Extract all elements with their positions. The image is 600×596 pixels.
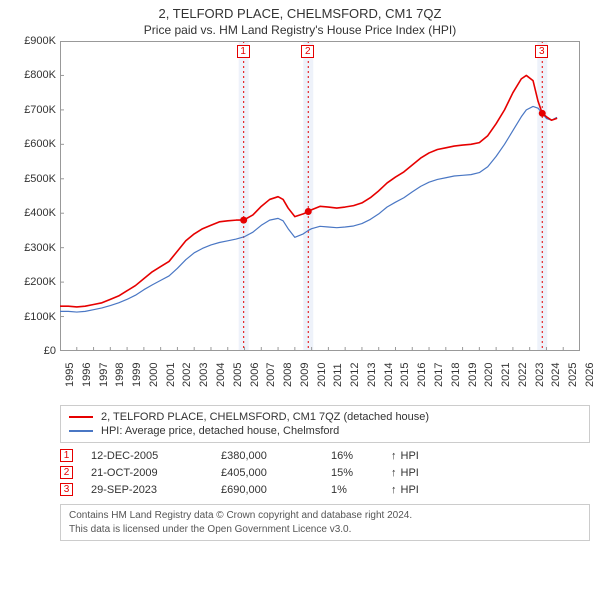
- y-tick-label: £700K: [24, 104, 56, 116]
- y-tick-label: £500K: [24, 173, 56, 185]
- copyright-box: Contains HM Land Registry data © Crown c…: [60, 504, 590, 541]
- x-tick-label: 2023: [534, 363, 546, 387]
- legend-label: 2, TELFORD PLACE, CHELMSFORD, CM1 7QZ (d…: [101, 411, 429, 423]
- legend-item: HPI: Average price, detached house, Chel…: [69, 424, 581, 438]
- x-tick-label: 1997: [98, 363, 110, 387]
- y-tick-label: £200K: [24, 276, 56, 288]
- chart-area: £0 £100K £200K £300K £400K £500K £600K £700K £80…: [10, 41, 590, 401]
- plot-region: 1 2 3: [60, 41, 580, 351]
- y-axis-labels: £0£100K£200K£300K£400K£500K£600K£700K£80…: [10, 41, 60, 351]
- legend-swatch: [69, 416, 93, 418]
- x-tick-label: 2004: [215, 363, 227, 387]
- x-tick-label: 2015: [399, 363, 411, 387]
- plot-svg: [60, 41, 580, 351]
- events-table: 112-DEC-2005£380,00016%↑HPI221-OCT-2009£…: [60, 447, 590, 498]
- x-tick-label: 2016: [416, 363, 428, 387]
- event-row: 2 21-OCT-2009£405,00015%↑ HPI: [60, 464, 590, 481]
- y-tick-label: £0: [44, 345, 56, 357]
- event-price: £380,000: [221, 450, 331, 462]
- copyright-line-1: Contains HM Land Registry data © Crown c…: [69, 509, 581, 523]
- event-marker: 3: [60, 483, 73, 496]
- event-price: £690,000: [221, 484, 331, 496]
- x-tick-label: 2019: [467, 363, 479, 387]
- x-tick-label: 2011: [332, 363, 344, 387]
- x-tick-label: 2021: [500, 363, 512, 387]
- x-axis-labels: 1995 1996 1997 1998 1999 2000 2001 2002 2003 2004…: [60, 353, 580, 401]
- legend-label: HPI: Average price, detached house, Chel…: [101, 425, 339, 437]
- x-tick-label: 2008: [282, 363, 294, 387]
- event-suffix: HPI: [401, 484, 419, 496]
- x-tick-label: 2013: [366, 363, 378, 387]
- event-date: 12-DEC-2005: [91, 450, 221, 462]
- up-arrow-icon: ↑: [391, 484, 397, 496]
- x-tick-label: 1995: [64, 363, 76, 387]
- event-marker: 1: [60, 449, 73, 462]
- x-tick-label: 1996: [81, 363, 93, 387]
- event-suffix: HPI: [401, 467, 419, 479]
- up-arrow-icon: ↑: [391, 450, 397, 462]
- y-tick-label: £400K: [24, 207, 56, 219]
- x-tick-label: 2017: [433, 363, 445, 387]
- x-tick-label: 2001: [165, 363, 177, 387]
- x-tick-label: 2022: [517, 363, 529, 387]
- legend-item: 2, TELFORD PLACE, CHELMSFORD, CM1 7QZ (d…: [69, 410, 581, 424]
- event-date: 29-SEP-2023: [91, 484, 221, 496]
- event-row: 1 12-DEC-2005£380,00016%↑ HPI: [60, 447, 590, 464]
- legend-box: 2, TELFORD PLACE, CHELMSFORD, CM1 7QZ (d…: [60, 405, 590, 443]
- sale-marker-2: 2: [301, 45, 314, 58]
- chart-subtitle: Price paid vs. HM Land Registry's House …: [0, 23, 600, 37]
- x-tick-label: 2024: [550, 363, 562, 387]
- legend-swatch: [69, 430, 93, 432]
- sale-marker-3: 3: [535, 45, 548, 58]
- event-pct: 15%: [331, 467, 391, 479]
- x-tick-label: 1998: [114, 363, 126, 387]
- y-tick-label: £300K: [24, 242, 56, 254]
- x-tick-label: 2005: [232, 363, 244, 387]
- sale-marker-1: 1: [237, 45, 250, 58]
- x-tick-label: 2006: [249, 363, 261, 387]
- x-tick-label: 2020: [483, 363, 495, 387]
- event-date: 21-OCT-2009: [91, 467, 221, 479]
- event-pct: 16%: [331, 450, 391, 462]
- event-suffix: HPI: [401, 450, 419, 462]
- up-arrow-icon: ↑: [391, 467, 397, 479]
- x-tick-label: 1999: [131, 363, 143, 387]
- x-tick-label: 2014: [383, 363, 395, 387]
- x-tick-label: 2009: [299, 363, 311, 387]
- x-tick-label: 2018: [450, 363, 462, 387]
- x-tick-label: 2025: [567, 363, 579, 387]
- x-tick-label: 2012: [349, 363, 361, 387]
- x-tick-label: 2003: [198, 363, 210, 387]
- y-tick-label: £800K: [24, 69, 56, 81]
- event-pct: 1%: [331, 484, 391, 496]
- y-tick-label: £900K: [24, 35, 56, 47]
- copyright-line-2: This data is licensed under the Open Gov…: [69, 523, 581, 537]
- x-tick-label: 2000: [148, 363, 160, 387]
- x-tick-label: 2002: [181, 363, 193, 387]
- event-price: £405,000: [221, 467, 331, 479]
- x-tick-label: 2007: [265, 363, 277, 387]
- event-marker: 2: [60, 466, 73, 479]
- chart-title: 2, TELFORD PLACE, CHELMSFORD, CM1 7QZ: [0, 6, 600, 21]
- y-tick-label: £600K: [24, 138, 56, 150]
- event-row: 3 29-SEP-2023£690,0001%↑ HPI: [60, 481, 590, 498]
- x-tick-label: 2026: [584, 363, 596, 387]
- y-tick-label: £100K: [24, 311, 56, 323]
- x-tick-label: 2010: [316, 363, 328, 387]
